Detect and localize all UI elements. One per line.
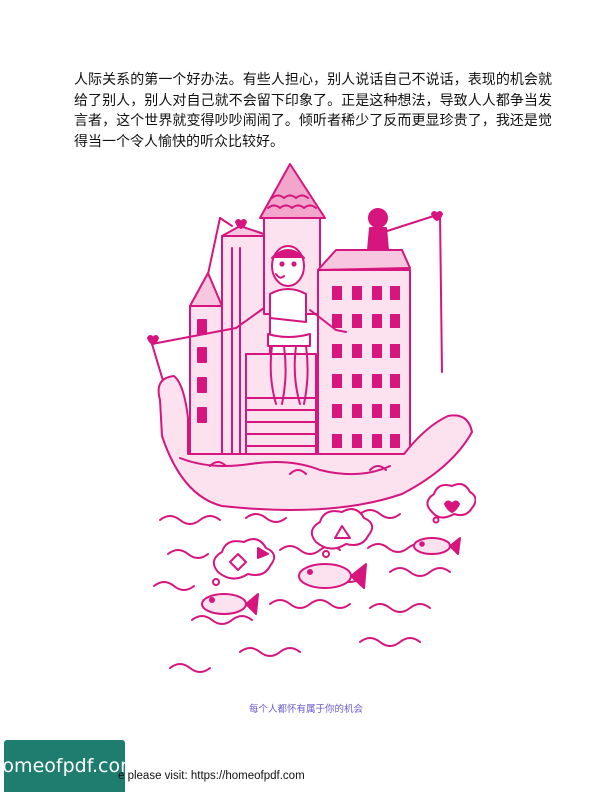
fish-right: [413, 537, 461, 555]
right-building: [317, 249, 411, 465]
small-triangle: [257, 547, 269, 559]
footer-visit-link[interactable]: e please visit: https://homeofpdf.com: [118, 770, 305, 782]
body-paragraph: 人际关系的第一个好办法。有些人担心，别人说话自己不说话，表现的机会就给了别人，别…: [74, 72, 552, 150]
sitting-man: [235, 245, 337, 405]
fisherman-right: [367, 208, 443, 373]
boat-hull: [157, 375, 473, 511]
thought-bubble-diamond: [212, 538, 276, 586]
left-pointed-tower: [189, 272, 223, 459]
striped-block: [245, 353, 317, 467]
figure-caption: 每个人都怀有属于你的机会: [248, 704, 363, 715]
thought-bubble-triangle: [310, 508, 374, 558]
thought-bubble-heart: [426, 483, 476, 524]
illustration-boat-city: [147, 163, 476, 673]
fish-middle: [298, 563, 367, 589]
fish-left: [201, 593, 259, 615]
sea-waves: [153, 509, 451, 673]
homeofpdf-logo[interactable]: homeofpdf.com: [0, 740, 139, 792]
